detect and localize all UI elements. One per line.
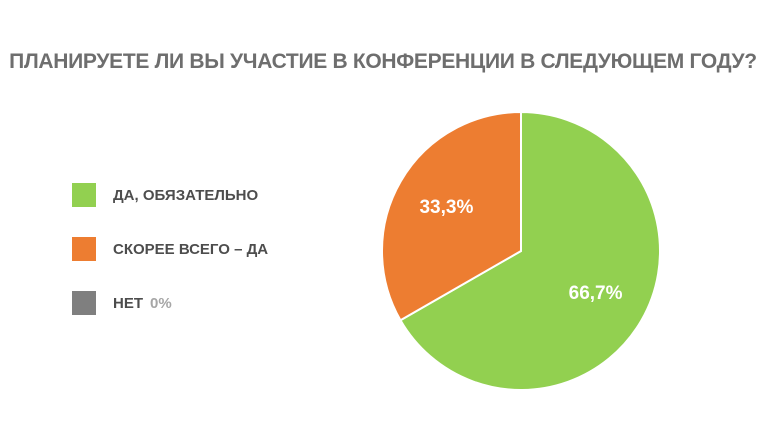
- legend-item-yes: ДА, ОБЯЗАТЕЛЬНО: [72, 183, 268, 207]
- legend-item-no: НЕТ 0%: [72, 291, 268, 315]
- legend: ДА, ОБЯЗАТЕЛЬНО СКОРЕЕ ВСЕГО – ДА НЕТ 0%: [72, 183, 268, 345]
- pie-slice-yes: [399, 110, 661, 391]
- legend-swatch-no: [72, 291, 96, 315]
- pie-label-yes: 66,7%: [569, 283, 623, 304]
- legend-swatch-yes: [72, 183, 96, 207]
- legend-item-likely-yes: СКОРЕЕ ВСЕГО – ДА: [72, 237, 268, 261]
- legend-value-no: 0%: [150, 294, 172, 312]
- legend-label-yes: ДА, ОБЯЗАТЕЛЬНО: [113, 186, 259, 204]
- legend-label-no: НЕТ: [113, 294, 143, 312]
- chart-title: ПЛАНИРУЕТЕ ЛИ ВЫ УЧАСТИЕ В КОНФЕРЕНЦИИ В…: [9, 50, 757, 73]
- pie-slice-likely-yes: [381, 110, 522, 322]
- pie-label-likely-yes: 33,3%: [419, 197, 473, 218]
- legend-label-likely-yes: СКОРЕЕ ВСЕГО – ДА: [113, 240, 269, 258]
- legend-swatch-likely-yes: [72, 237, 96, 261]
